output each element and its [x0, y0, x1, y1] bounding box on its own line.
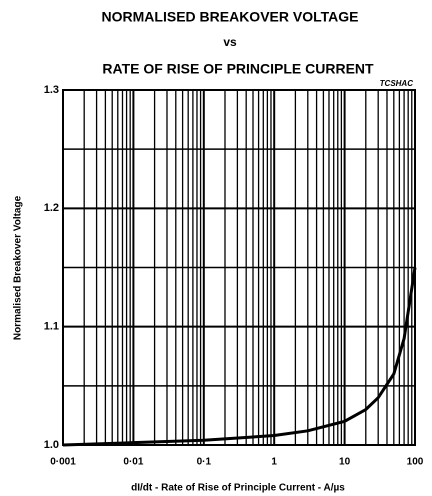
x-tick-label: 0·01 [123, 457, 143, 468]
x-tick-label: 1 [271, 457, 277, 468]
x-tick-label: 100 [407, 457, 424, 468]
chart-title: NORMALISED BREAKOVER VOLTAGE [102, 9, 359, 25]
y-axis-label: Normalised Breakover Voltage [13, 195, 24, 340]
annotation: TCSHAC [380, 79, 414, 88]
x-tick-label: 10 [339, 457, 351, 468]
y-tick-label: 1.0 [44, 439, 59, 451]
x-axis-label: dI/dt - Rate of Rise of Principle Curren… [131, 483, 345, 494]
y-tick-label: 1.3 [44, 84, 59, 96]
y-tick-label: 1.2 [44, 202, 59, 214]
x-tick-label: 0·001 [50, 457, 76, 468]
y-tick-label: 1.1 [44, 321, 59, 333]
line-series [62, 267, 417, 447]
chart-subtitle: vs [223, 35, 237, 49]
x-tick-label: 0·1 [197, 457, 212, 468]
chart-subtitle: RATE OF RISE OF PRINCIPLE CURRENT [102, 61, 374, 77]
